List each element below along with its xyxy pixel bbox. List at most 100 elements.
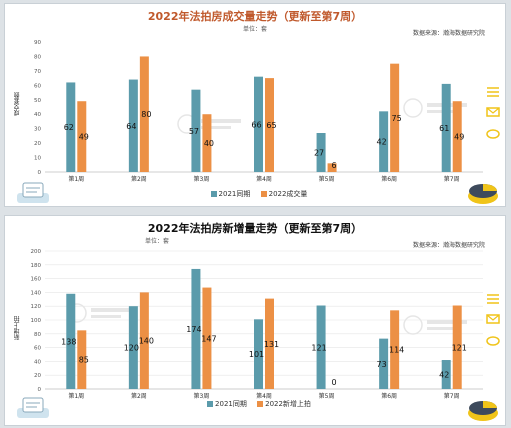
bar-series-2022: [77, 101, 87, 172]
bar-series-2021: [316, 305, 326, 389]
x-tick-label: 第5周: [319, 175, 335, 183]
data-label: 42: [377, 138, 387, 147]
bar-series-2021: [66, 293, 76, 389]
legend-label-2022: 2022新增上拍: [265, 400, 311, 408]
x-tick-label: 第5周: [319, 392, 335, 400]
y-tick-label: 20: [34, 141, 41, 147]
x-tick-label: 第7周: [444, 175, 460, 183]
bar-series-2022: [390, 310, 400, 389]
bar-series-2021: [379, 338, 389, 389]
x-tick-label: 第6周: [381, 392, 397, 400]
legend-swatch-2021: [210, 190, 217, 197]
bar-series-2022: [139, 56, 149, 172]
y-tick-label: 80: [34, 332, 41, 338]
y-tick-label: 30: [34, 127, 41, 133]
data-label: 57: [189, 127, 199, 136]
legend-label-2021: 2021同期: [218, 190, 251, 198]
chart-title: 2022年法拍房新增量走势（更新至第7周）: [147, 222, 363, 235]
data-label: 174: [186, 325, 201, 334]
chart-legend: 2021同期 2022成交量: [5, 189, 505, 199]
chart-legend: 2021同期 2022新增上拍: [5, 399, 505, 409]
chart-panel-new-listings: 2022年法拍房新增量走势（更新至第7周） 单位：套 数据来源：瀚海数据研究院 …: [4, 215, 506, 426]
y-tick-label: 60: [34, 346, 41, 352]
chart-unit: 单位：套: [242, 26, 267, 33]
document-badge-icon: [17, 397, 49, 418]
bar-series-2022: [265, 78, 274, 172]
x-tick-label: 第1周: [68, 392, 84, 400]
bar-series-2022: [265, 298, 274, 389]
legend-swatch-2021: [207, 400, 214, 407]
bar-series-2021: [379, 111, 389, 172]
bar-series-2021: [316, 133, 326, 172]
x-tick-label: 第1周: [68, 175, 84, 183]
x-tick-label: 第4周: [256, 175, 272, 183]
data-label: 101: [249, 350, 264, 359]
x-tick-label: 第2周: [131, 175, 147, 183]
y-tick-label: 100: [31, 318, 42, 324]
legend-label-2022: 2022成交量: [268, 190, 308, 198]
bar-series-2022: [202, 287, 212, 389]
document-badge-icon: [17, 182, 49, 203]
data-label: 138: [61, 337, 76, 346]
data-label: 42: [439, 371, 449, 380]
data-label: 0: [332, 378, 337, 387]
y-tick-label: 0: [38, 387, 42, 393]
y-tick-label: 40: [34, 359, 41, 365]
data-label: 27: [314, 149, 324, 158]
data-label: 131: [264, 340, 279, 349]
y-tick-label: 50: [34, 98, 41, 104]
bar-series-2022: [77, 330, 87, 389]
y-tick-label: 140: [31, 290, 42, 296]
y-tick-label: 200: [31, 249, 42, 255]
chart-source: 数据来源：瀚海数据研究院: [412, 30, 485, 37]
data-label: 114: [389, 346, 404, 355]
bar-series-2021: [441, 360, 451, 389]
bar-series-2022: [452, 101, 462, 172]
y-tick-label: 80: [34, 54, 41, 60]
chart-title: 2022年法拍房成交量走势（更新至第7周）: [147, 10, 363, 23]
bar-series-2021: [191, 89, 201, 172]
y-tick-label: 70: [34, 69, 41, 75]
chart-unit: 单位：套: [145, 238, 170, 245]
chart-source: 数据来源：瀚海数据研究院: [412, 242, 485, 249]
data-label: 61: [439, 124, 449, 133]
data-label: 49: [79, 133, 89, 142]
data-label: 147: [201, 334, 216, 343]
bar-series-2021: [441, 83, 451, 172]
y-tick-label: 90: [34, 40, 41, 46]
y-tick-label: 60: [34, 83, 41, 89]
bar-series-2021: [128, 79, 138, 172]
data-label: 65: [266, 121, 276, 130]
x-tick-label: 第7周: [444, 392, 460, 400]
x-tick-label: 第6周: [381, 175, 397, 183]
chart-panel-transactions: 2022年法拍房成交量走势（更新至第7周） 单位：套 数据来源：瀚海数据研究院 …: [4, 3, 506, 207]
bar-series-2021: [254, 76, 263, 172]
x-tick-label: 第3周: [194, 175, 210, 183]
legend-swatch-2022: [260, 190, 267, 197]
x-tick-label: 第2周: [131, 392, 147, 400]
bar-series-2022: [327, 163, 337, 172]
bar-series-2021: [191, 268, 201, 389]
data-label: 75: [392, 114, 402, 123]
data-label: 49: [454, 133, 464, 142]
y-tick-label: 40: [34, 112, 41, 118]
y-tick-label: 10: [34, 156, 41, 162]
y-tick-label: 160: [31, 277, 42, 283]
data-label: 64: [126, 122, 136, 131]
legend-label-2021: 2021同期: [215, 400, 247, 408]
data-label: 85: [79, 356, 89, 365]
pie-badge-icon: [468, 401, 498, 421]
data-label: 121: [311, 343, 326, 352]
legend-swatch-2022: [257, 400, 264, 407]
data-label: 40: [204, 139, 214, 148]
yellow-decor-icons: [486, 294, 500, 346]
bar-chart-new-listings: 020406080100120140160180200第1周13885第2周12…: [31, 249, 483, 400]
data-label: 73: [377, 360, 387, 369]
y-tick-label: 180: [31, 263, 42, 269]
yellow-decor-icons: [486, 87, 500, 139]
data-label: 121: [452, 343, 467, 352]
bar-series-2022: [390, 63, 400, 172]
x-tick-label: 第4周: [256, 392, 272, 400]
bar-series-2021: [128, 306, 138, 389]
bar-series-2021: [254, 319, 263, 389]
